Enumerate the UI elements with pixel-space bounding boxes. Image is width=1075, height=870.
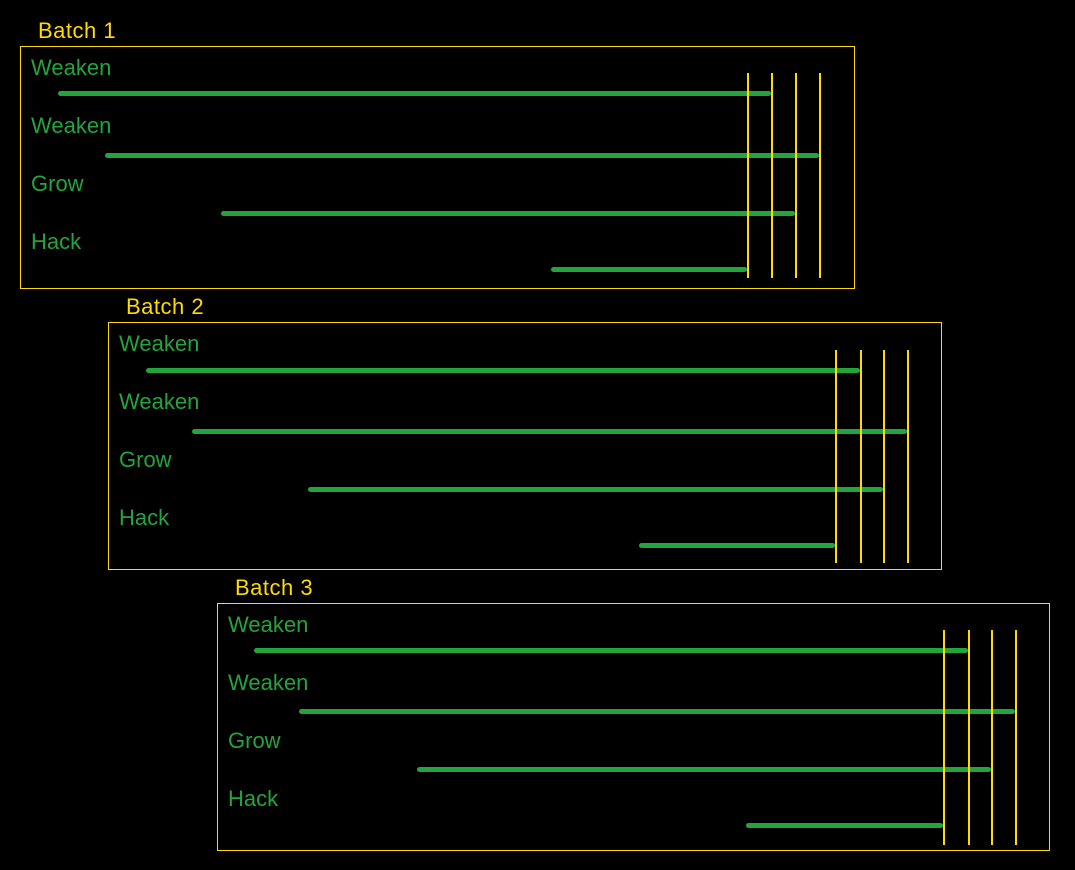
row-label-weaken: Weaken bbox=[228, 612, 309, 637]
task-bar-grow bbox=[417, 766, 991, 772]
row-label-grow: Grow bbox=[31, 171, 84, 196]
batch-title-3: Batch 3 bbox=[235, 575, 314, 600]
row-label-hack: Hack bbox=[228, 786, 279, 811]
task-bar-weaken bbox=[254, 647, 968, 653]
finish-line-1 bbox=[747, 73, 749, 278]
row-label-weaken: Weaken bbox=[31, 113, 112, 138]
row-label-hack: Hack bbox=[31, 229, 82, 254]
task-bar-grow bbox=[308, 486, 883, 492]
batch-title-2: Batch 2 bbox=[126, 294, 205, 319]
row-label-weaken: Weaken bbox=[228, 670, 309, 695]
task-bar-weaken bbox=[299, 708, 1015, 714]
finish-line-4 bbox=[819, 73, 821, 278]
finish-line-4 bbox=[907, 350, 909, 563]
task-bar-weaken bbox=[192, 428, 907, 434]
batch-box-2: Batch 2 Weaken Weaken Grow Hack bbox=[108, 296, 942, 570]
finish-line-1 bbox=[943, 630, 945, 845]
task-bar-grow bbox=[221, 210, 795, 216]
finish-line-3 bbox=[991, 630, 993, 845]
batch-box-1: Batch 1 Weaken Weaken Grow Hack bbox=[20, 20, 855, 289]
finish-line-3 bbox=[795, 73, 797, 278]
row-label-hack: Hack bbox=[119, 505, 170, 530]
task-bar-weaken bbox=[58, 90, 771, 96]
row-label-grow: Grow bbox=[119, 447, 172, 472]
task-bar-weaken bbox=[146, 367, 860, 373]
finish-line-1 bbox=[835, 350, 837, 563]
task-bar-weaken bbox=[105, 152, 819, 158]
finish-line-2 bbox=[968, 630, 970, 845]
finish-line-2 bbox=[771, 73, 773, 278]
task-bar-hack bbox=[746, 822, 943, 828]
batch-box-3: Batch 3 Weaken Weaken Grow Hack bbox=[217, 577, 1050, 851]
batch-title-1: Batch 1 bbox=[38, 18, 117, 43]
finish-line-4 bbox=[1015, 630, 1017, 845]
row-label-weaken: Weaken bbox=[31, 55, 112, 80]
task-bar-hack bbox=[639, 542, 835, 548]
task-bar-hack bbox=[551, 266, 747, 272]
row-label-grow: Grow bbox=[228, 728, 281, 753]
row-label-weaken: Weaken bbox=[119, 331, 200, 356]
row-label-weaken: Weaken bbox=[119, 389, 200, 414]
finish-line-3 bbox=[883, 350, 885, 563]
finish-line-2 bbox=[860, 350, 862, 563]
